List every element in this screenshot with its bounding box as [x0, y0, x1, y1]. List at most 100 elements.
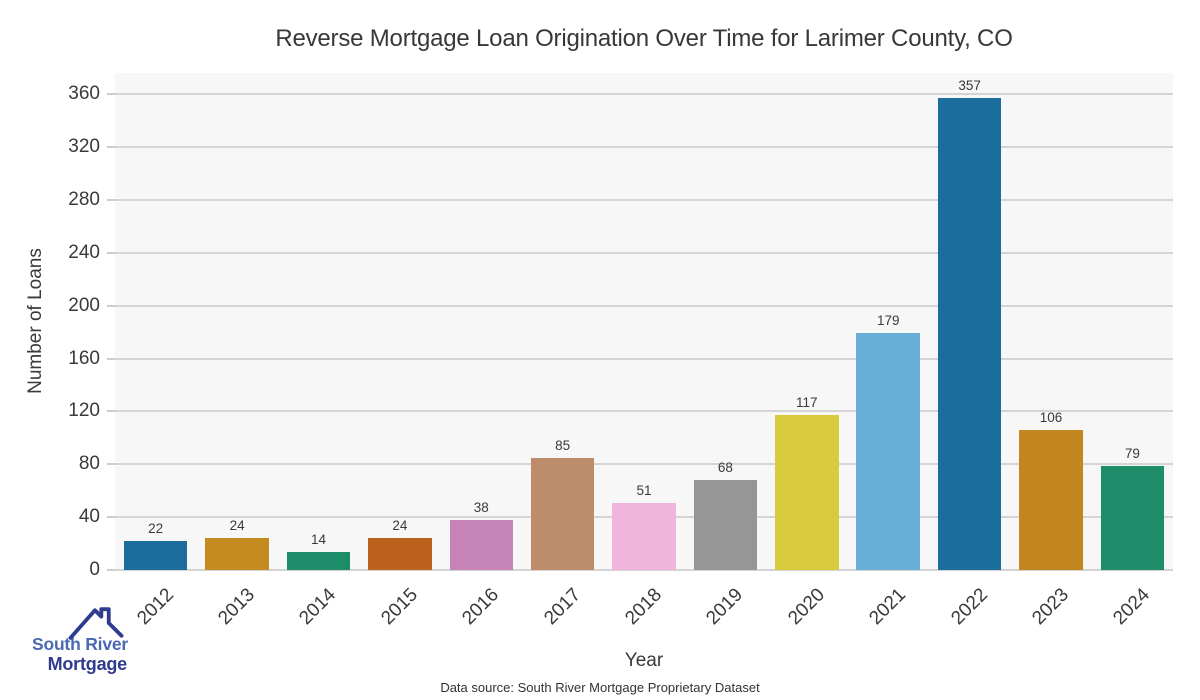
- bar-value-label: 106: [1039, 409, 1063, 425]
- bar-2019: 68: [693, 460, 758, 570]
- x-tick-label: 2019: [702, 584, 748, 630]
- y-tick-label: 160: [68, 347, 100, 369]
- bar-2017: 85: [530, 438, 595, 570]
- bar-value-label: 179: [876, 313, 900, 329]
- bar-slot: 179: [848, 73, 929, 570]
- gridline: [115, 410, 1173, 413]
- x-tick-label: 2012: [132, 584, 178, 630]
- y-tick-mark: [107, 357, 115, 360]
- bars-layer: 22 24 14 24 38 85 51 68 117 179 357 106 79: [115, 73, 1173, 570]
- bar-slot: 14: [278, 73, 359, 570]
- bar-2024: 79: [1100, 446, 1165, 570]
- y-tick-label: 360: [68, 83, 100, 105]
- x-tick-label: 2024: [1109, 584, 1155, 630]
- x-tick-label: 2018: [621, 584, 667, 630]
- bar-2012: 22: [123, 521, 188, 570]
- bar-value-label: 85: [555, 437, 571, 453]
- plot-area: 22 24 14 24 38 85 51 68 117 179 357 106 79: [107, 73, 1173, 571]
- y-tick-label: 80: [78, 453, 100, 475]
- gridline: [115, 463, 1173, 466]
- gridline: [115, 198, 1173, 201]
- bar-slot: 106: [1010, 73, 1091, 570]
- y-tick-label: 280: [68, 188, 100, 210]
- x-tick-cell: 2019: [685, 570, 766, 644]
- bar-slot: 79: [1092, 73, 1173, 570]
- bar-2016: 38: [449, 500, 513, 570]
- gridline: [115, 357, 1173, 360]
- bar-value-label: 38: [473, 499, 489, 515]
- x-tick-cell: 2022: [929, 570, 1010, 644]
- gridline: [115, 93, 1173, 96]
- gridline: [115, 251, 1173, 254]
- x-tick-label: 2020: [784, 584, 829, 630]
- bar-slot: 24: [359, 73, 440, 570]
- gridline: [115, 304, 1173, 307]
- bar-value-label: 14: [310, 531, 326, 547]
- data-source-note: Data source: South River Mortgage Propri…: [440, 680, 760, 695]
- bar-2022: 357: [937, 78, 1002, 570]
- x-tick-cell: 2016: [441, 570, 522, 644]
- y-axis: 0 40 80 120 160 200 240 280 320 360: [0, 73, 100, 580]
- x-tick-label: 2021: [865, 584, 911, 630]
- y-tick-label: 320: [68, 136, 100, 158]
- x-tick-label: 2022: [946, 584, 992, 630]
- bar-value-label: 22: [148, 520, 164, 536]
- bar-slot: 117: [766, 73, 847, 570]
- bar-2021: 179: [856, 313, 920, 570]
- y-tick-mark: [107, 146, 115, 149]
- bar-value-label: 117: [796, 395, 818, 411]
- x-tick-label: 2014: [295, 584, 341, 630]
- chart-title: Reverse Mortgage Loan Origination Over T…: [275, 25, 1013, 52]
- bar-2023: 106: [1019, 410, 1083, 570]
- bar-slot: 22: [115, 73, 196, 570]
- y-tick-label: 120: [68, 400, 100, 422]
- x-tick-label: 2016: [458, 584, 504, 630]
- bar-value-label: 24: [229, 518, 245, 534]
- bar-slot: 85: [522, 73, 603, 570]
- y-tick-mark: [107, 516, 115, 519]
- x-tick-cell: 2017: [522, 570, 603, 644]
- y-tick-mark: [107, 569, 115, 571]
- y-tick-label: 40: [78, 506, 100, 528]
- bar-value-label: 24: [392, 518, 408, 534]
- bar-2014: 14: [286, 532, 351, 570]
- logo-text-mortgage: Mortgage: [47, 654, 128, 674]
- south-river-mortgage-logo: South River Mortgage: [14, 604, 128, 675]
- y-tick-mark: [107, 463, 115, 466]
- gridline: [115, 146, 1173, 149]
- bar-value-label: 79: [1124, 445, 1140, 461]
- y-tick-label: 0: [89, 559, 100, 580]
- bar-2018: 51: [612, 483, 676, 570]
- x-tick-label: 2013: [214, 584, 260, 630]
- y-tick-mark: [107, 251, 115, 254]
- x-tick-cell: 2018: [603, 570, 684, 644]
- bar-value-label: 51: [636, 482, 652, 498]
- x-axis: 2012 2013 2014 2015 2016 2017 2018 2019 2020 2021…: [115, 570, 1173, 644]
- x-tick-cell: 2020: [766, 570, 847, 644]
- x-tick-cell: 2024: [1092, 570, 1173, 644]
- logo-text-south-river: South River: [31, 634, 128, 654]
- house-roof-icon: [68, 607, 124, 640]
- bar-slot: 51: [603, 73, 684, 570]
- x-tick-cell: 2015: [359, 570, 440, 644]
- x-axis-title: Year: [624, 650, 664, 671]
- x-tick-cell: 2023: [1010, 570, 1091, 644]
- y-tick-mark: [107, 198, 115, 201]
- y-tick-label: 200: [68, 294, 100, 316]
- bar-slot: 38: [441, 73, 522, 570]
- bar-2020: 117: [775, 395, 839, 570]
- bar-slot: 357: [929, 73, 1010, 570]
- x-tick-cell: 2013: [196, 570, 277, 644]
- x-tick-cell: 2021: [848, 570, 929, 644]
- bar-slot: 68: [685, 73, 766, 570]
- bar-2015: 24: [368, 518, 432, 570]
- y-tick-mark: [107, 410, 115, 413]
- x-tick-label: 2015: [377, 584, 422, 630]
- y-tick-mark: [107, 93, 115, 96]
- bar-slot: 24: [196, 73, 277, 570]
- bar-value-label: 68: [717, 460, 733, 476]
- y-tick-mark: [107, 304, 115, 307]
- x-tick-label: 2023: [1028, 584, 1074, 630]
- bar-2013: 24: [205, 518, 269, 570]
- bar-value-label: 357: [958, 78, 981, 94]
